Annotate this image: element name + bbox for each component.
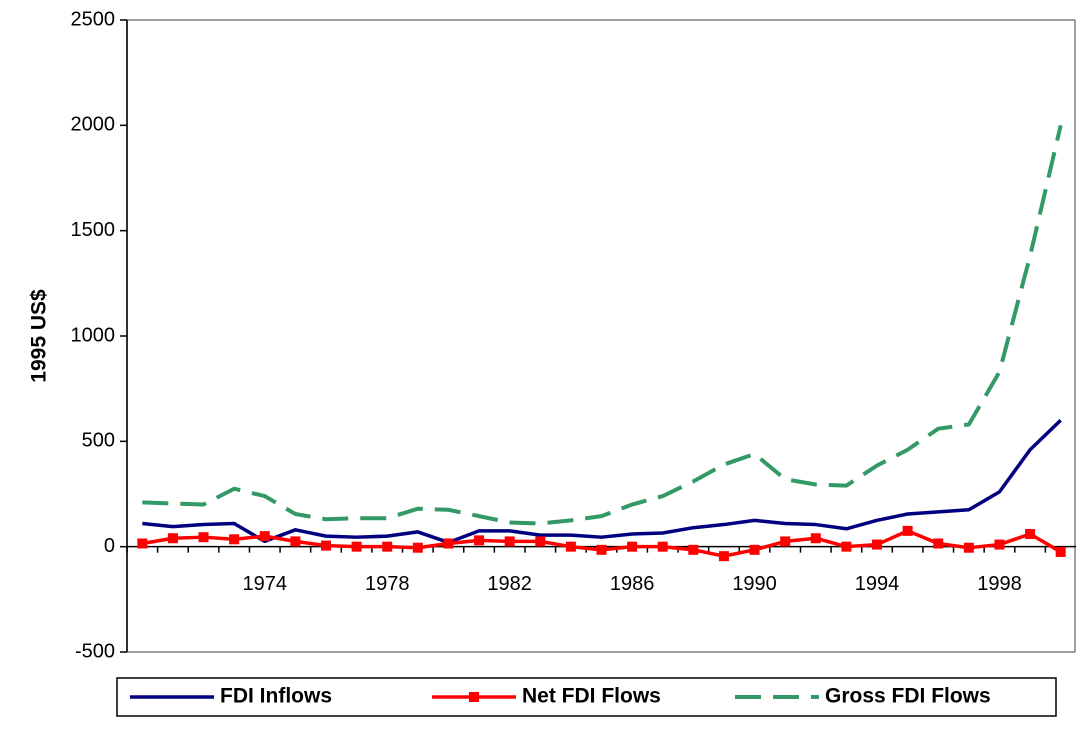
series-marker <box>443 538 454 549</box>
series-marker <box>229 534 240 545</box>
series-marker <box>137 538 148 549</box>
y-tick-label: 2000 <box>71 114 116 136</box>
series-marker <box>810 533 821 544</box>
series-line <box>142 419 1062 545</box>
series-marker <box>504 536 515 547</box>
series-marker <box>963 542 974 553</box>
series-marker <box>596 544 607 555</box>
x-tick-label: 1978 <box>365 573 410 595</box>
series-marker <box>780 536 791 547</box>
series-marker <box>657 541 668 552</box>
y-tick-label: 2500 <box>71 8 116 30</box>
x-tick-label: 1974 <box>243 573 288 595</box>
y-tick-label: 1500 <box>71 219 116 241</box>
series-marker <box>749 544 760 555</box>
series-marker <box>627 541 638 552</box>
series-marker <box>718 551 729 562</box>
legend-box <box>116 677 1057 717</box>
series-line <box>142 124 1063 526</box>
x-tick-label: 1998 <box>977 573 1022 595</box>
series-marker <box>872 539 883 550</box>
series-marker <box>1055 546 1066 557</box>
series-marker <box>259 531 270 542</box>
series-marker <box>688 544 699 555</box>
series-marker <box>994 539 1005 550</box>
x-tick-label: 1982 <box>487 573 532 595</box>
series-marker <box>902 525 913 536</box>
legend-label: FDI Inflows <box>220 685 332 708</box>
series-marker <box>290 536 301 547</box>
series-marker <box>1025 529 1036 540</box>
plot-area <box>126 19 1076 653</box>
series-marker <box>841 541 852 552</box>
series-marker <box>565 541 576 552</box>
series-marker <box>535 536 546 547</box>
y-tick-label: 0 <box>104 535 115 557</box>
x-tick-label: 1986 <box>610 573 655 595</box>
legend-label: Net FDI Flows <box>522 685 661 708</box>
y-axis-label: 1995 US$ <box>28 289 51 383</box>
y-tick-label: -500 <box>75 640 115 662</box>
legend-marker <box>469 692 479 702</box>
series-marker <box>933 538 944 549</box>
series-marker <box>320 540 331 551</box>
y-tick-label: 500 <box>82 430 115 452</box>
series-marker <box>382 541 393 552</box>
x-tick-label: 1994 <box>855 573 900 595</box>
y-tick-label: 1000 <box>71 324 116 346</box>
legend-label: Gross FDI Flows <box>825 685 991 708</box>
series-marker <box>412 542 423 553</box>
series-marker <box>167 533 178 544</box>
series-marker <box>198 532 209 543</box>
series-marker <box>474 535 485 546</box>
series-marker <box>351 541 362 552</box>
x-tick-label: 1990 <box>732 573 777 595</box>
